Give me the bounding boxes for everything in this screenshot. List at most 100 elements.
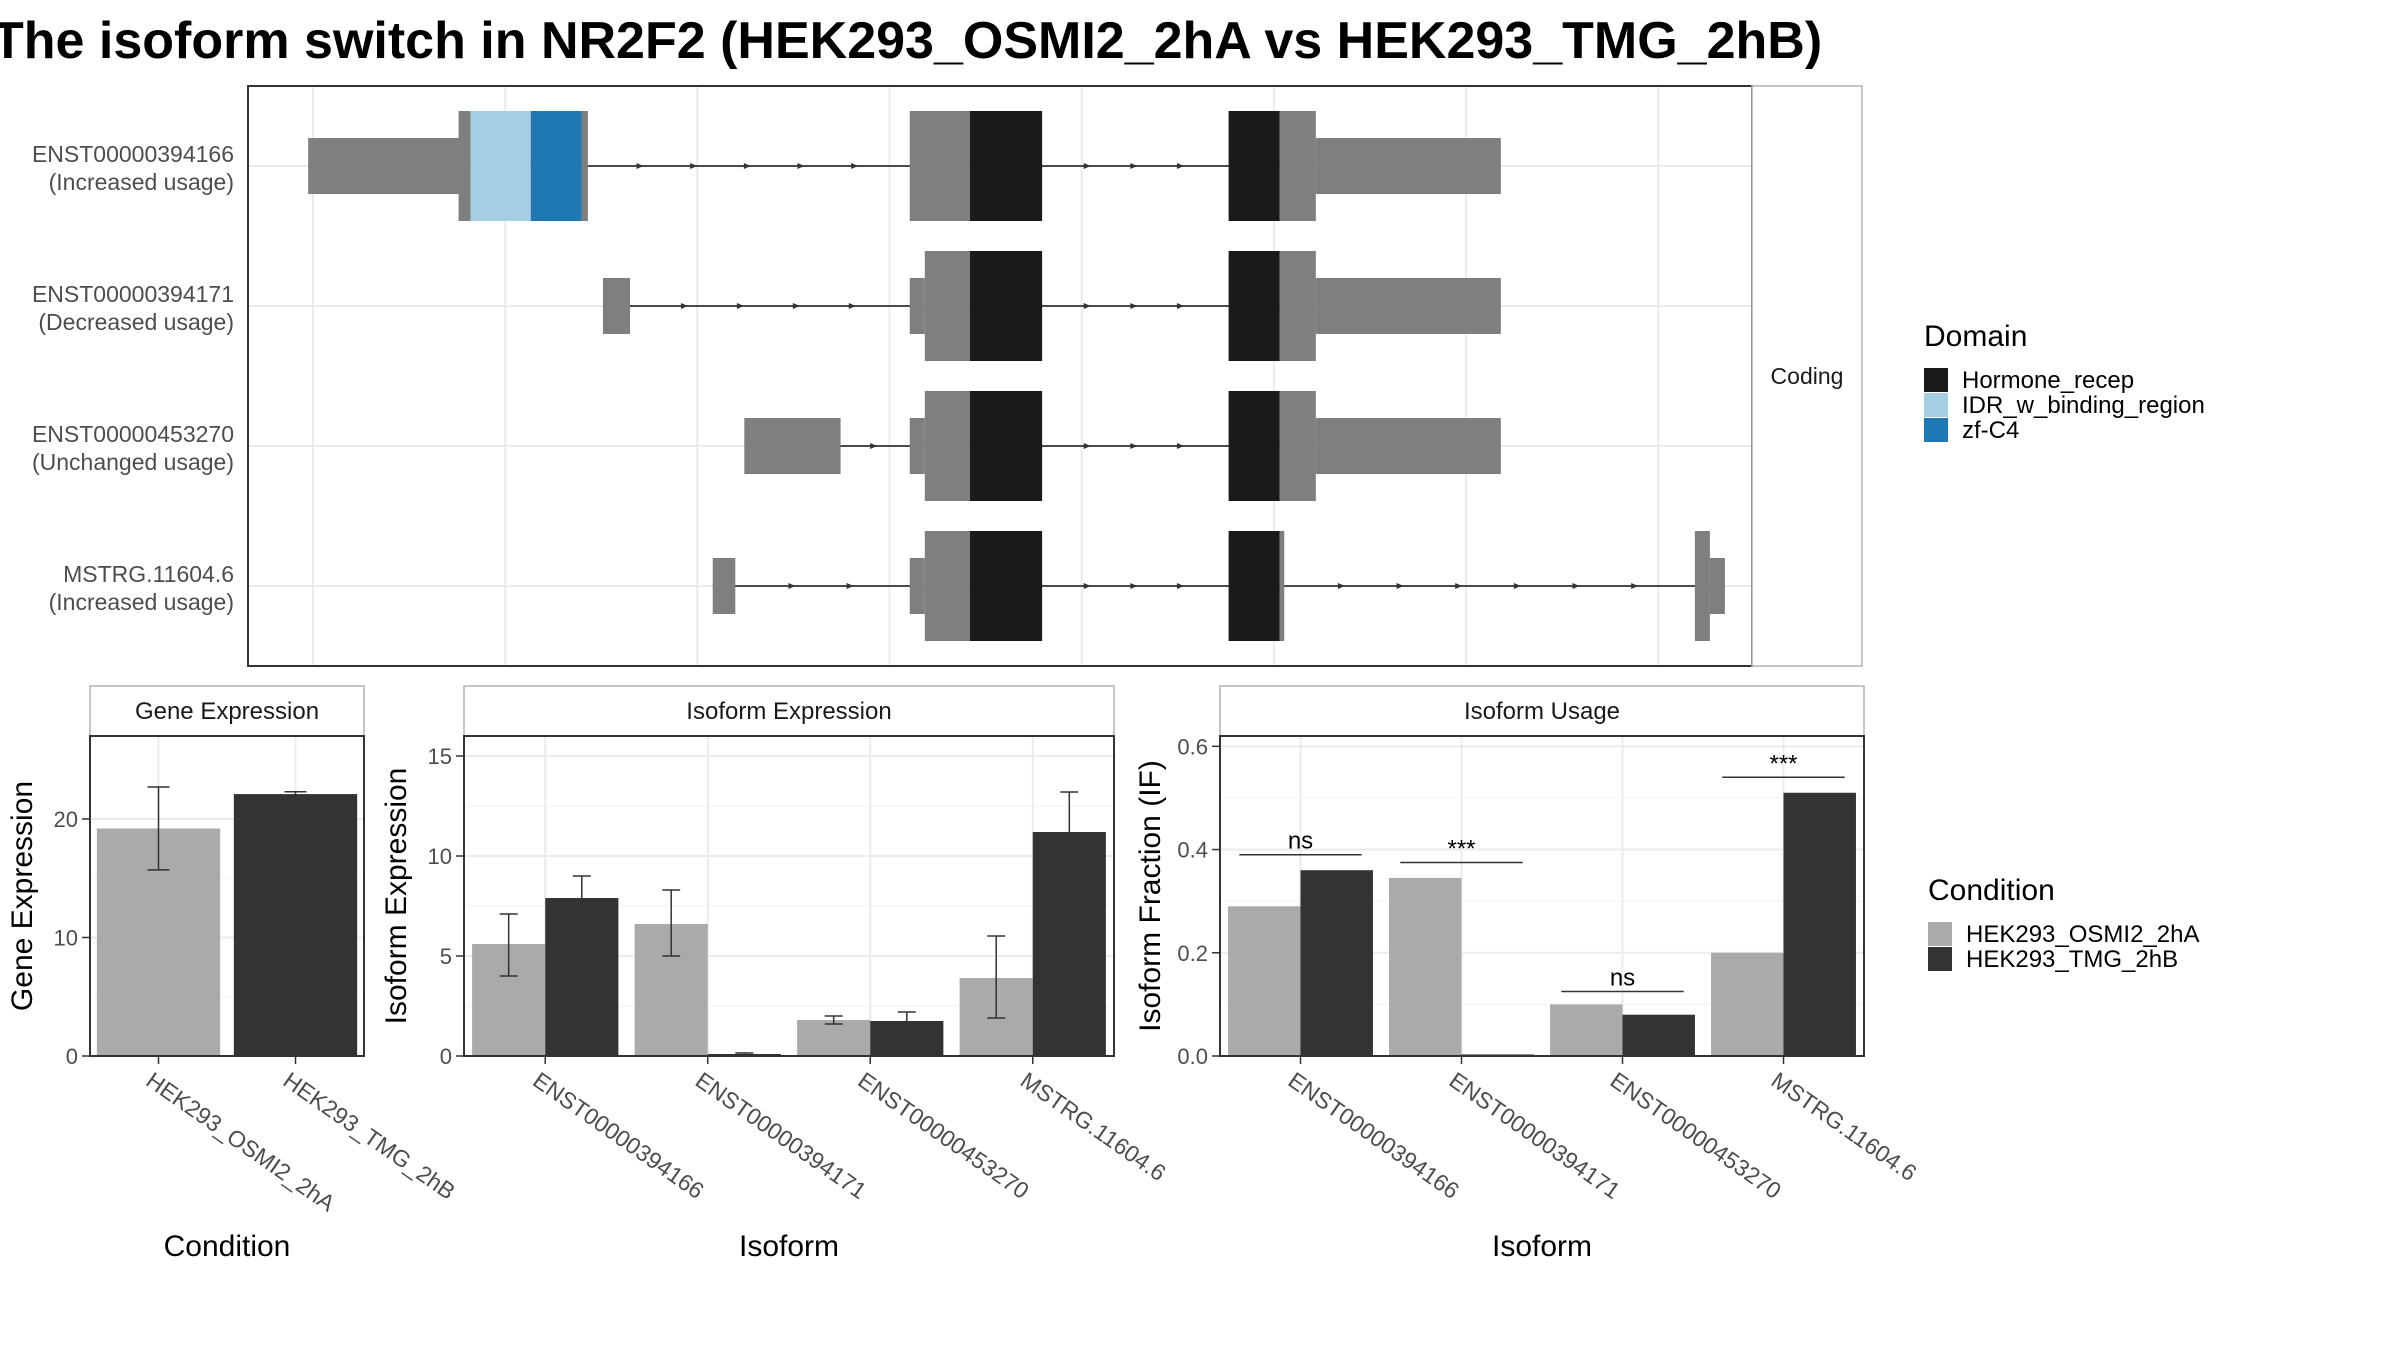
domain-Hormone_recep: [1228, 251, 1280, 361]
structure-facet-label: Coding: [1771, 363, 1844, 389]
bar: [545, 898, 619, 1056]
intron-arrow: [870, 443, 878, 449]
legend-condition-key: [1928, 947, 1952, 971]
y-tick-label: 0.0: [1177, 1044, 1208, 1069]
domain-Hormone_recep: [969, 251, 1043, 361]
intron-arrow: [1176, 163, 1184, 169]
panel-strip: [89, 685, 365, 737]
intron-arrow: [1396, 583, 1404, 589]
legend-domain-label: IDR_w_binding_region: [1962, 392, 2205, 419]
intron-arrow: [1176, 443, 1184, 449]
legend-condition-label: HEK293_OSMI2_2hA: [1966, 921, 2199, 948]
isoform-label-usage: (Increased usage): [49, 589, 234, 615]
intron-arrow: [1130, 583, 1138, 589]
domain-Hormone_recep: [1228, 531, 1280, 641]
y-tick-label: 20: [54, 807, 78, 832]
y-tick-label: 0: [66, 1044, 78, 1069]
x-tick-label: ENST00000394166: [528, 1067, 708, 1204]
exon-utr: [909, 418, 925, 474]
isoform-label-id: ENST00000394171: [32, 281, 234, 307]
domain-Hormone_recep: [1228, 111, 1280, 221]
exon-cds: [924, 251, 970, 361]
x-tick-label: ENST00000394171: [1445, 1067, 1625, 1204]
legend-condition-label: HEK293_TMG_2hB: [1966, 946, 2178, 973]
intron-arrow: [846, 583, 854, 589]
bar: [1550, 1004, 1623, 1056]
exon-cds: [581, 111, 588, 221]
intron-arrow: [792, 303, 800, 309]
intron-arrow: [1083, 163, 1091, 169]
intron-arrow: [743, 163, 751, 169]
y-tick-label: 5: [440, 944, 452, 969]
panel-strip: [463, 685, 1115, 737]
exon-cds: [458, 111, 471, 221]
x-tick-label: ENST00000453270: [1606, 1067, 1786, 1204]
y-tick-label: 0.2: [1177, 941, 1208, 966]
panel-border: [89, 735, 365, 1057]
intron-arrow: [1083, 303, 1091, 309]
y-axis-title: Isoform Expression: [380, 768, 413, 1025]
y-tick-label: 10: [428, 844, 452, 869]
isoform-expression-panel: Isoform Expression051015ENST00000394166E…: [380, 685, 1171, 1263]
y-tick-label: 0: [440, 1044, 452, 1069]
isoform-label-usage: (Increased usage): [49, 169, 234, 195]
legend-domain-key: [1924, 393, 1948, 417]
intron-arrow: [1572, 583, 1580, 589]
y-tick-label: 0.6: [1177, 734, 1208, 759]
y-tick-label: 15: [428, 744, 452, 769]
intron-arrow: [1083, 583, 1091, 589]
isoform-label-id: ENST00000453270: [32, 421, 234, 447]
bar: [797, 1020, 871, 1056]
exon-utr: [1315, 278, 1501, 334]
bar: [233, 794, 358, 1056]
exon-cds: [924, 531, 970, 641]
legend-domain-title: Domain: [1924, 320, 2027, 353]
intron-arrow: [1130, 443, 1138, 449]
isoform-label-usage: (Unchanged usage): [32, 449, 234, 475]
intron-arrow: [1337, 583, 1345, 589]
intron-arrow: [1130, 303, 1138, 309]
exon-cds: [1279, 251, 1316, 361]
legend-domain-key: [1924, 368, 1948, 392]
intron-arrow: [788, 583, 796, 589]
exon-utr: [909, 278, 925, 334]
structure-facet-strip: [1751, 85, 1863, 667]
intron-arrow: [736, 303, 744, 309]
x-tick-label: ENST00000453270: [853, 1067, 1033, 1204]
significance-label: ns: [1288, 828, 1313, 855]
intron-arrow: [1455, 583, 1463, 589]
exon-utr: [1315, 418, 1501, 474]
bar: [1711, 952, 1784, 1056]
exon-utr: [308, 138, 459, 194]
isoform-structure-panel: ENST00000394166(Increased usage)ENST0000…: [32, 85, 1863, 667]
intron-arrow: [1513, 583, 1521, 589]
legend-domain-label: Hormone_recep: [1962, 367, 2134, 394]
x-tick-label: MSTRG.11604.6: [1767, 1067, 1922, 1186]
panel-border: [1219, 735, 1865, 1057]
y-tick-label: 0.4: [1177, 838, 1208, 863]
intron-arrow: [1176, 583, 1184, 589]
x-tick-label: ENST00000394171: [691, 1067, 871, 1204]
isoform-label-id: ENST00000394166: [32, 141, 234, 167]
exon-utr: [744, 418, 841, 474]
domain-Hormone_recep: [969, 391, 1043, 501]
bar: [1389, 877, 1462, 1056]
domain-Hormone_recep: [969, 111, 1043, 221]
isoform-usage-panel: Isoform Usage 0.0 0.2 0.4 0.6 ENST00000394166…: [1134, 685, 1922, 1263]
exon-cds: [1279, 391, 1316, 501]
x-axis-title: Isoform: [739, 1230, 839, 1263]
legend-condition-title: Condition: [1928, 874, 2055, 907]
panel-strip: [1219, 685, 1865, 737]
intron-arrow: [797, 163, 805, 169]
panel-title: Gene Expression: [135, 698, 319, 725]
exon-cds: [1279, 111, 1316, 221]
exon-utr: [1709, 558, 1725, 614]
intron-arrow: [690, 163, 698, 169]
domain-zf-C4: [530, 111, 582, 221]
x-tick-label: MSTRG.11604.6: [1016, 1067, 1171, 1186]
domain-Hormone_recep: [969, 531, 1043, 641]
gene-expression-panel: Gene Expression01020HEK293_OSMI2_2hAHEK2…: [6, 685, 460, 1263]
legends: Domain Hormone_recepIDR_w_binding_regionz…: [1924, 320, 2205, 973]
legend-domain-label: zf-C4: [1962, 417, 2019, 444]
